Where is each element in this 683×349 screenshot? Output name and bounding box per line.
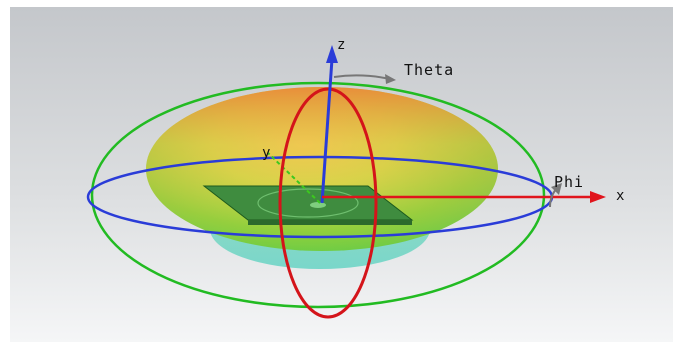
radiation-pattern-scene: y z Theta x Phi (10, 7, 673, 342)
theta-circle (278, 87, 378, 319)
z-axis-label: z (337, 37, 345, 53)
z-axis (320, 58, 334, 204)
phi-label: Phi (554, 173, 584, 191)
y-axis-label: y (262, 145, 270, 161)
antenna-substrate-edge (248, 220, 412, 225)
antenna-patch (257, 188, 359, 218)
phi-arc-arrowhead (551, 183, 562, 195)
3d-viewport[interactable]: y z Theta x Phi (10, 7, 673, 342)
x-axis-arrowhead (590, 191, 606, 203)
antenna-feed (310, 202, 326, 208)
y-axis (267, 152, 321, 204)
green-circle (90, 81, 546, 309)
z-axis-arrowhead (326, 45, 338, 63)
radiation-lobe-top-shade (146, 87, 498, 251)
theta-arc (333, 74, 391, 80)
theta-label: Theta (404, 61, 454, 79)
x-axis-label: x (616, 188, 624, 204)
theta-arc-arrowhead (385, 74, 396, 84)
